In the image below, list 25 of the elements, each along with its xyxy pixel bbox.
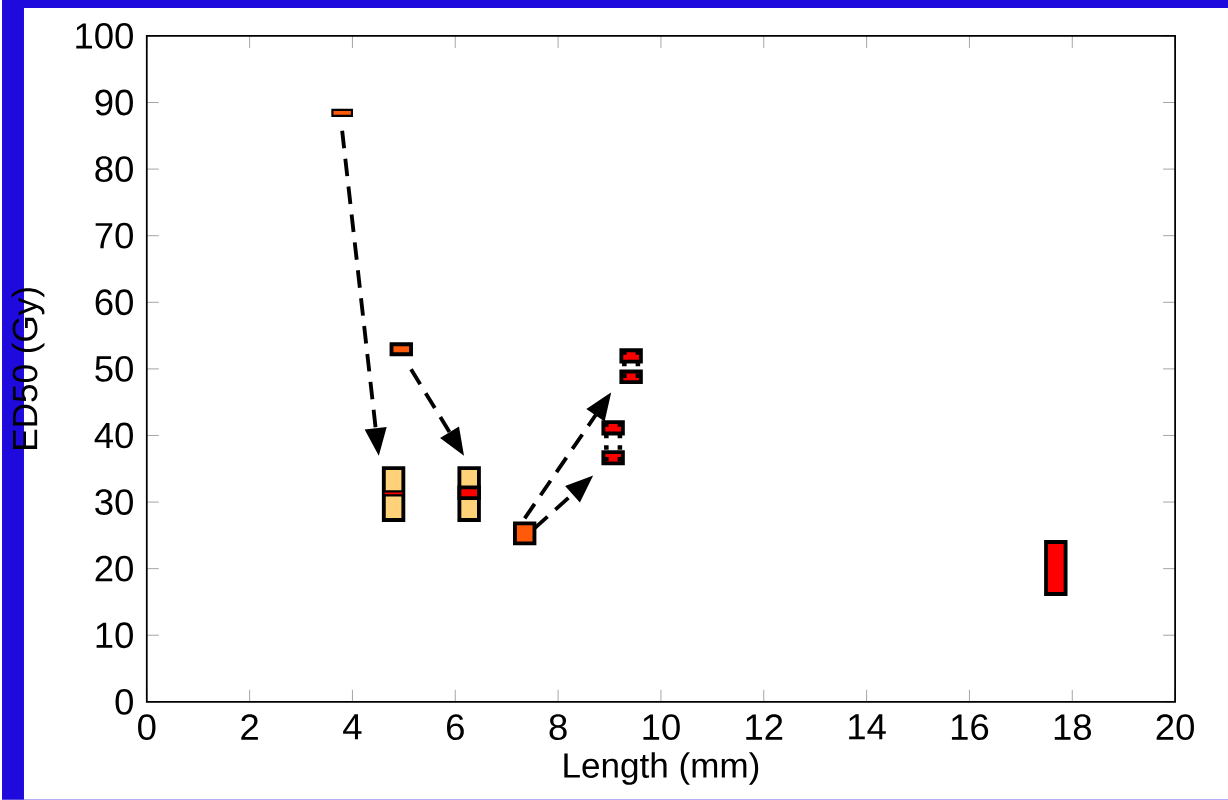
y-tick-label: 20 [95, 555, 133, 582]
y-tick-label: 0 [115, 689, 133, 715]
y-tick-label: 90 [95, 89, 133, 116]
y-axis-title: ED50 (Gy) [11, 288, 45, 450]
x-tick-label: 10 [643, 714, 680, 741]
y-tick-label: 60 [95, 289, 133, 316]
x-tick-label: 20 [1156, 714, 1194, 741]
y-tick-label: 40 [94, 422, 133, 449]
y-tick-label: 80 [95, 156, 133, 183]
x-tick-label: 0 [138, 714, 156, 741]
bar [331, 108, 353, 118]
x-tick-label: 18 [1054, 714, 1091, 741]
y-tick-label: 100 [76, 23, 133, 49]
x-tick-label: 6 [447, 714, 464, 741]
y-tick-label: 50 [95, 356, 133, 382]
y-tick-label: 10 [96, 622, 133, 649]
x-axis-title: Length (mm) [564, 752, 759, 786]
y-tick-label: 30 [95, 489, 133, 516]
x-tick-label: 2 [241, 714, 258, 740]
x-tick-label: 12 [746, 714, 783, 740]
x-tick-label: 8 [549, 714, 567, 741]
x-tick-label: 14 [849, 714, 886, 740]
y-tick-label: 70 [95, 222, 133, 249]
x-tick-label: 4 [343, 714, 362, 740]
x-tick-label: 16 [951, 714, 989, 741]
